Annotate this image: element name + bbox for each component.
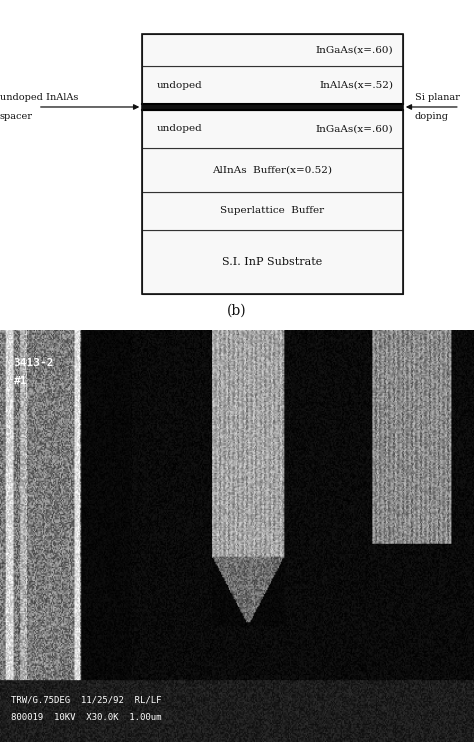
Bar xyxy=(142,34,403,66)
Text: #1: #1 xyxy=(14,376,27,386)
Text: InAlAs(x=.52): InAlAs(x=.52) xyxy=(319,81,393,90)
Bar xyxy=(142,192,403,230)
Text: 3413-2: 3413-2 xyxy=(14,358,54,368)
Text: undoped: undoped xyxy=(156,124,202,133)
Text: 800019  10KV  X30.0K  1.00um: 800019 10KV X30.0K 1.00um xyxy=(11,713,162,722)
Bar xyxy=(142,104,403,110)
Text: doping: doping xyxy=(415,112,449,121)
Bar xyxy=(142,66,403,104)
Text: Si planar: Si planar xyxy=(415,94,460,103)
Bar xyxy=(142,230,403,294)
Text: TRW/G.75DEG  11/25/92  RL/LF: TRW/G.75DEG 11/25/92 RL/LF xyxy=(11,695,162,704)
Text: S.I. InP Substrate: S.I. InP Substrate xyxy=(222,257,323,267)
Text: AlInAs  Buffer(x=0.52): AlInAs Buffer(x=0.52) xyxy=(212,166,333,175)
Text: InGaAs(x=.60): InGaAs(x=.60) xyxy=(316,46,393,55)
Text: (a): (a) xyxy=(228,336,246,351)
Text: InGaAs(x=.60): InGaAs(x=.60) xyxy=(316,124,393,133)
Bar xyxy=(142,110,403,148)
Text: undoped InAlAs: undoped InAlAs xyxy=(0,94,78,103)
Text: Superlattice  Buffer: Superlattice Buffer xyxy=(220,207,325,216)
Text: undoped: undoped xyxy=(156,81,202,90)
Text: (b): (b) xyxy=(227,303,247,318)
Bar xyxy=(142,34,403,294)
Text: spacer: spacer xyxy=(0,112,33,121)
Bar xyxy=(142,148,403,192)
